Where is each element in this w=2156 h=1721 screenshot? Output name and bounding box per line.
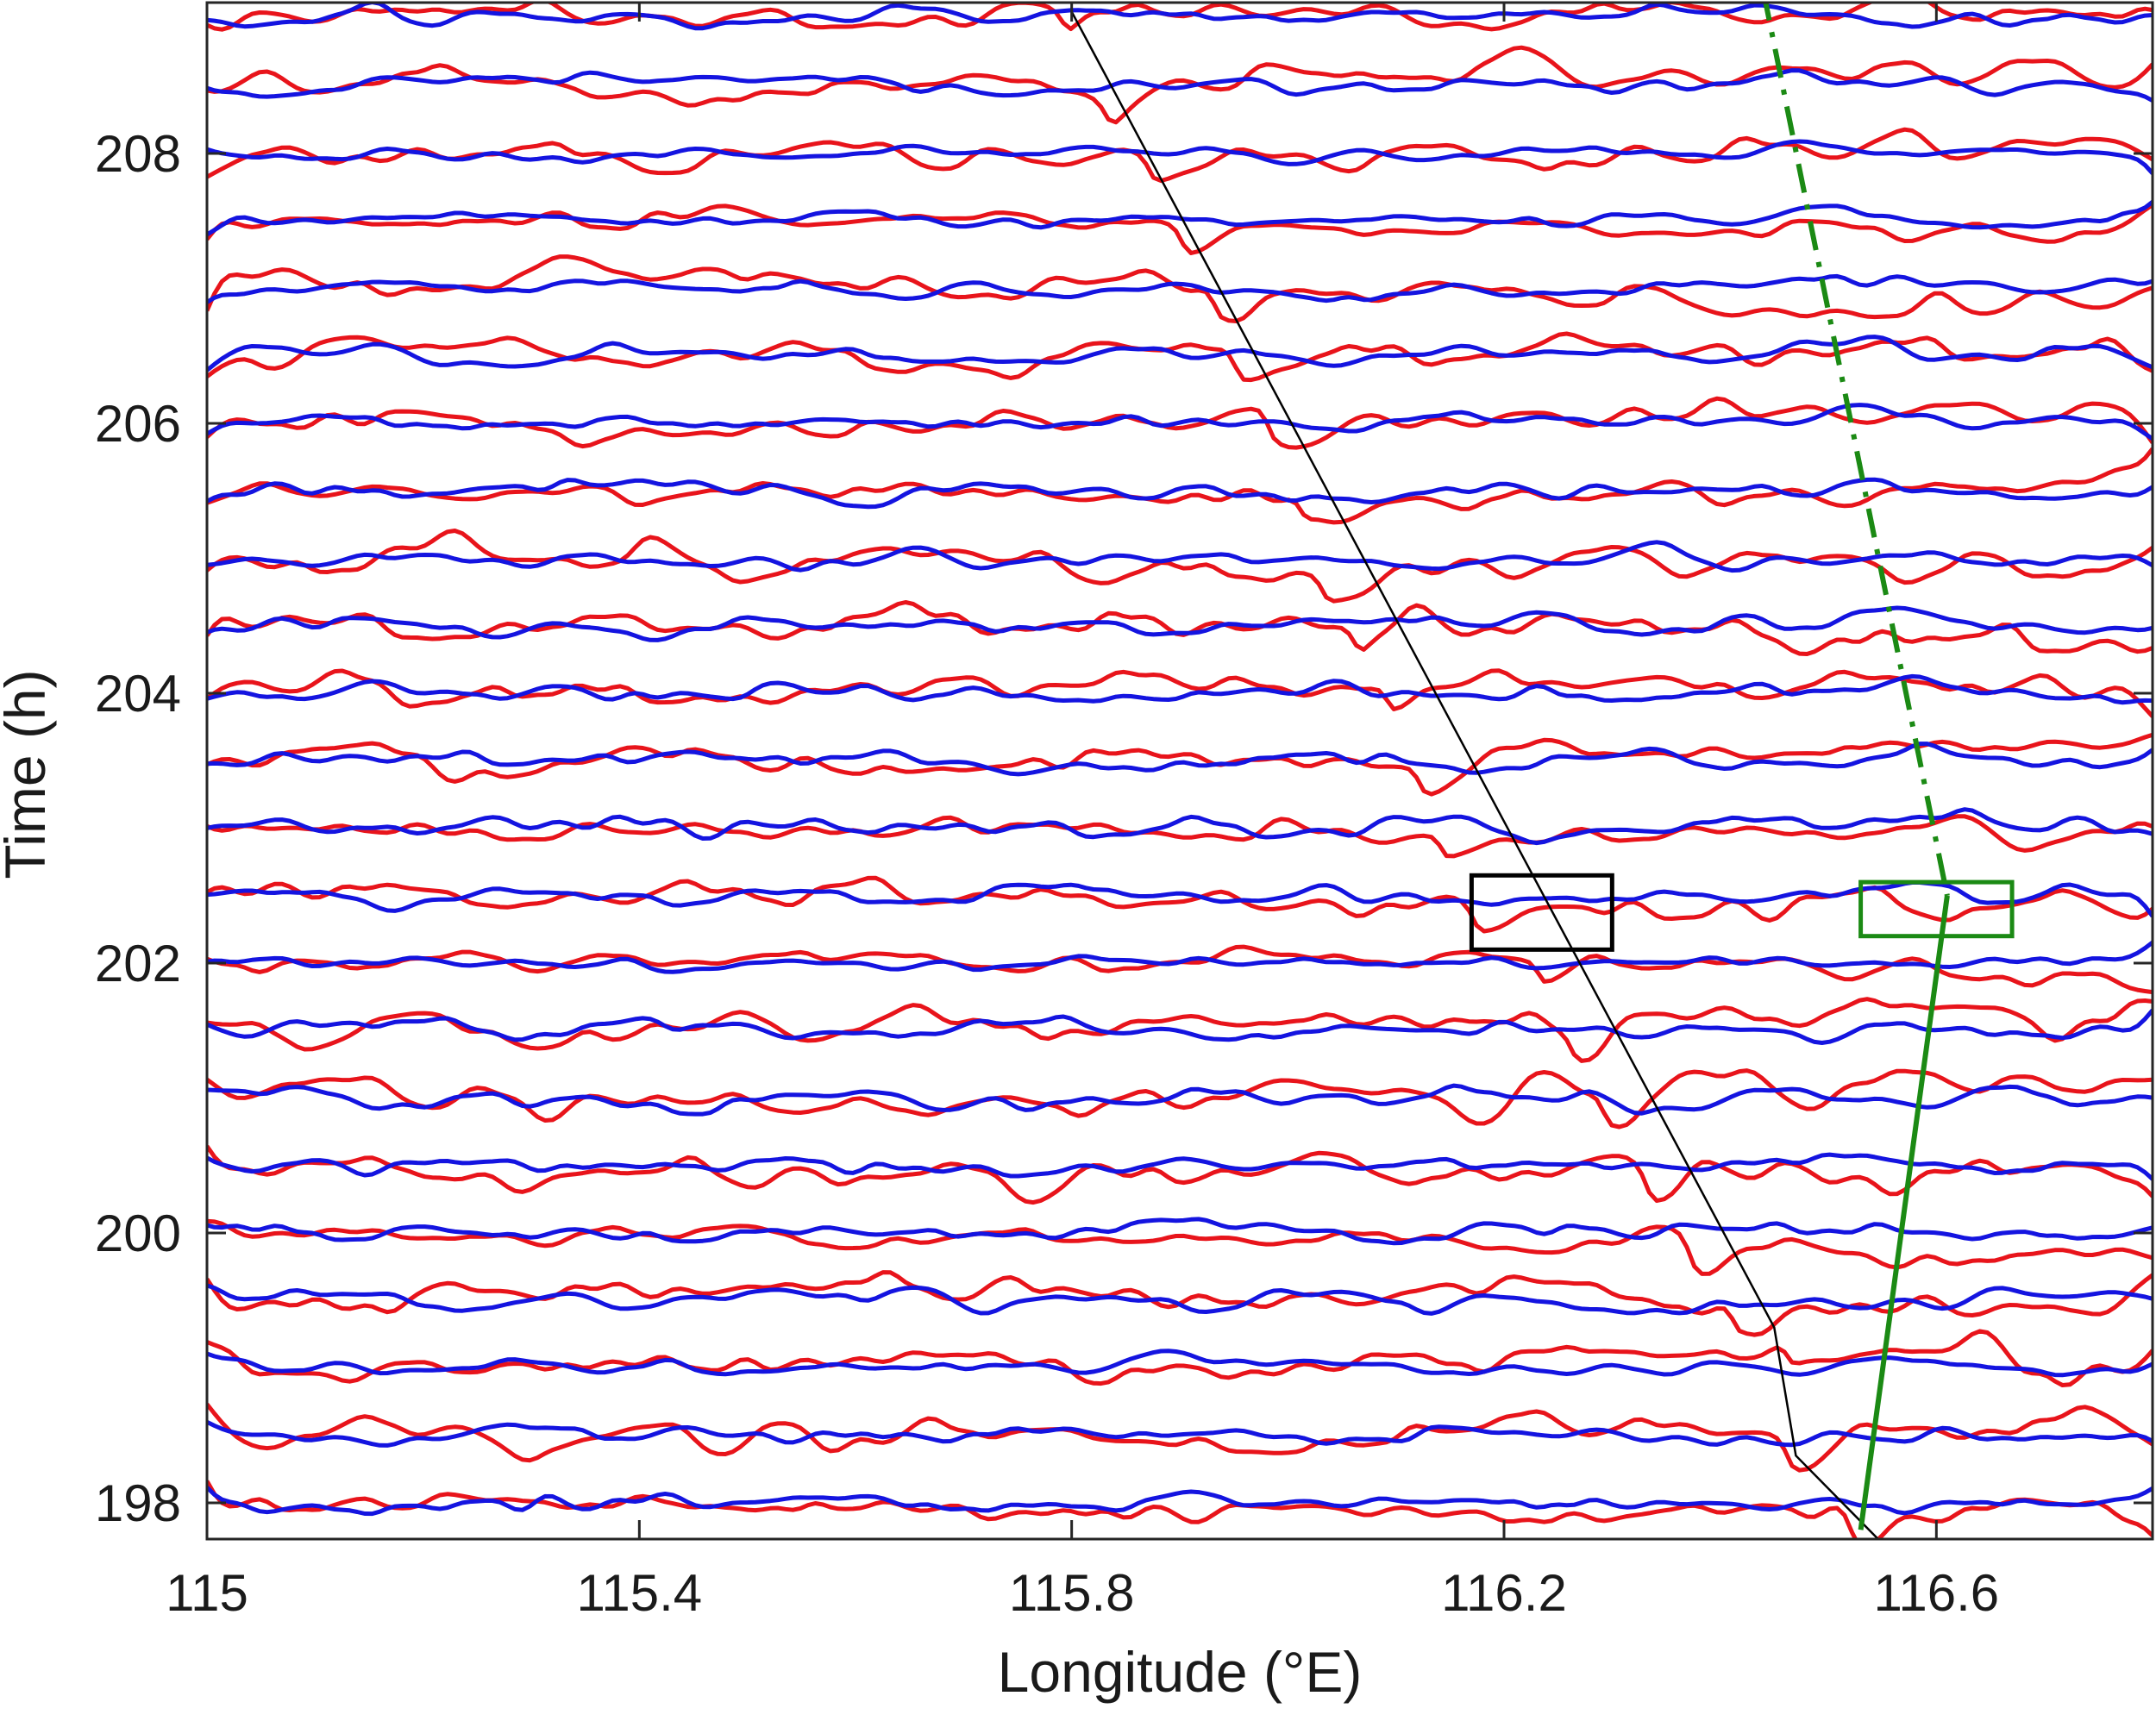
blue-trace-line	[207, 742, 2153, 777]
blue-trace-line	[207, 673, 2153, 705]
trend-lines	[1070, 3, 1950, 1539]
blue-trace-line	[207, 1083, 2153, 1117]
x-axis-title: Longitude (°E)	[998, 1640, 1363, 1704]
red-trace-line	[207, 203, 2153, 255]
red-trace-line	[207, 1480, 2153, 1539]
y-tick-label: 206	[95, 395, 181, 453]
y-tick-label: 198	[95, 1474, 181, 1532]
blue-trace-line	[207, 200, 2153, 237]
blue-trace-line	[207, 273, 2153, 304]
blue-trace-line	[207, 1486, 2153, 1517]
y-tick-label: 200	[95, 1205, 181, 1262]
blue-trace-line	[207, 68, 2153, 103]
green-highlight-box	[1858, 879, 2015, 939]
trace-lines	[207, 3, 2153, 1539]
y-axis-title: Time (h)	[0, 669, 57, 879]
red-trace-line	[207, 1402, 2153, 1473]
blue-trace-line	[207, 139, 2153, 175]
x-tick-label: 116.2	[1441, 1564, 1567, 1622]
red-trace-line	[207, 668, 2153, 718]
x-axis: 115 115.4 115.8 116.2 116.6	[166, 3, 1999, 1622]
x-tick-label: 116.6	[1873, 1564, 1999, 1622]
red-trace-line	[207, 127, 2153, 184]
red-trace-line	[207, 997, 2153, 1063]
y-tick-label: 208	[95, 125, 181, 183]
highlight-boxes	[1469, 873, 2015, 952]
blue-trace-line	[207, 1008, 2153, 1045]
x-tick-label: 115.4	[576, 1564, 702, 1622]
black-trend-line	[1070, 11, 1880, 1539]
blue-trace-line	[207, 403, 2153, 441]
red-trace-line	[207, 331, 2153, 383]
blue-trace-line	[207, 477, 2153, 510]
red-trace-line	[207, 254, 2153, 323]
red-trace-line	[207, 529, 2153, 604]
green-dashdot-trend-line	[1763, 3, 1950, 897]
y-tick-label: 204	[95, 665, 181, 723]
red-trace-line	[207, 1329, 2153, 1387]
blue-trace-line	[207, 605, 2153, 642]
blue-trace-line	[207, 1283, 2153, 1316]
red-trace-line	[207, 1144, 2153, 1205]
blue-trace-line	[207, 807, 2153, 846]
y-axis: 198 200 202 204 206 208	[95, 125, 2153, 1532]
red-trace-line	[207, 447, 2153, 525]
blue-trace-line	[207, 1152, 2153, 1181]
red-trace-line	[207, 732, 2153, 797]
axes-frame	[205, 1, 2154, 1541]
green-solid-trend-line	[1858, 895, 1950, 1530]
x-tick-label: 115	[166, 1564, 248, 1622]
red-trace-line	[207, 814, 2153, 859]
blue-trace-line	[207, 941, 2153, 974]
blue-trace-line	[207, 1349, 2153, 1378]
blue-trace-line	[207, 880, 2153, 918]
plot-background	[207, 3, 2153, 1539]
blue-trace-line	[207, 335, 2153, 372]
blue-trace-line	[207, 3, 2153, 31]
blue-trace-line	[207, 1419, 2153, 1448]
y-tick-label: 202	[95, 935, 181, 992]
x-tick-label: 115.8	[1009, 1564, 1135, 1622]
red-trace-line	[207, 1218, 2153, 1276]
black-highlight-box	[1469, 873, 1614, 952]
blue-trace-line	[207, 540, 2153, 573]
blue-trace-line	[207, 1217, 2153, 1246]
